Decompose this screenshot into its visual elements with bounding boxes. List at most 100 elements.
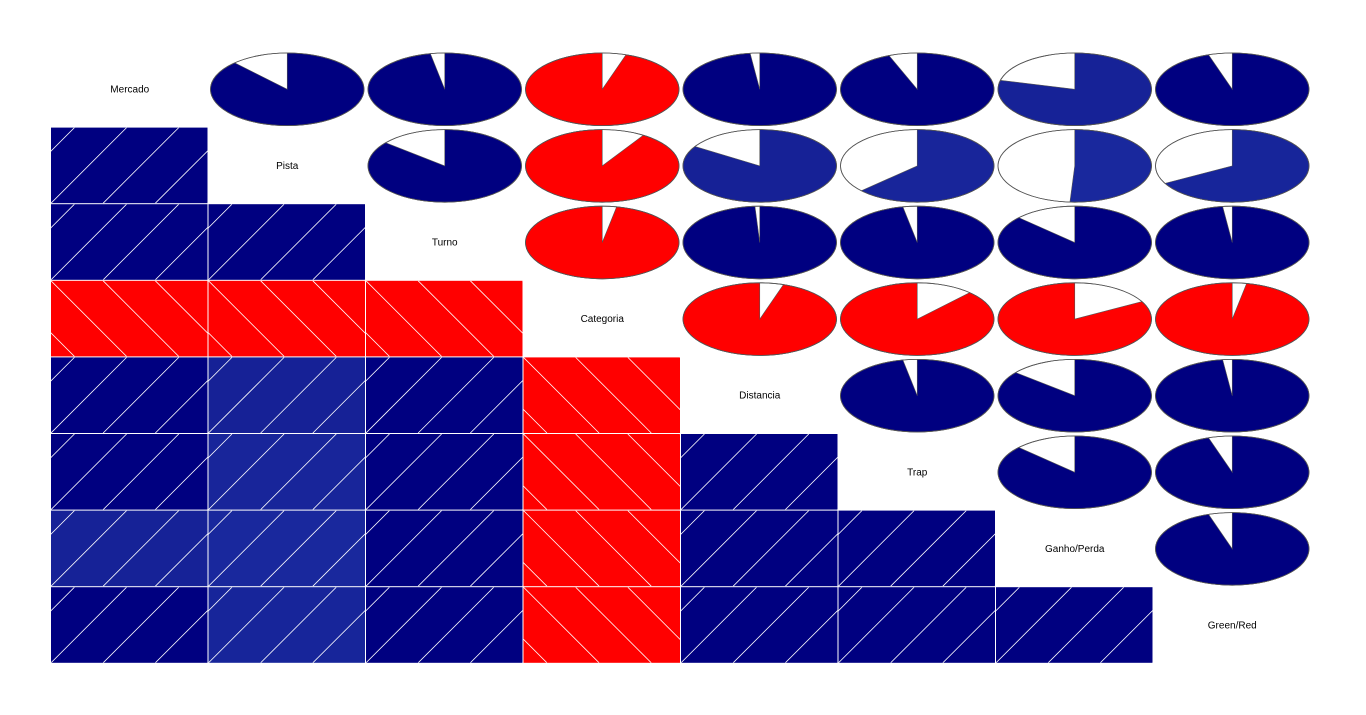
hatch-line	[681, 510, 705, 535]
pie-cell-1-2	[367, 129, 522, 203]
shade-cell-7-2	[366, 587, 523, 663]
hatch-line	[890, 587, 967, 663]
shade-cell-7-6	[996, 587, 1153, 663]
hatch-lines-4-0	[51, 357, 208, 433]
hatch-line	[417, 280, 495, 357]
pie-outline-2-4	[682, 205, 837, 280]
hatch-lines-4-1	[208, 357, 365, 433]
diagonal-label-5: Trap	[907, 467, 928, 478]
diagonal-variable-labels: Mercado Pista Turno Categoria Distancia Trap G…	[110, 84, 1256, 631]
hatch-line	[155, 227, 208, 280]
shade-rect-6-2	[366, 510, 523, 587]
hatch-line	[681, 510, 757, 587]
hatch-line	[51, 127, 127, 204]
hatch-lines-7-3	[523, 587, 680, 663]
hatch-line	[890, 510, 967, 587]
hatch-lines-6-3	[523, 510, 680, 587]
shade-rect-7-0	[51, 587, 208, 663]
hatch-line	[366, 332, 390, 357]
hatch-line	[996, 587, 1020, 612]
diagonal-label-0: Mercado	[110, 84, 149, 95]
pie-outline-3-6	[997, 282, 1152, 356]
hatch-line	[102, 587, 180, 663]
pie-cell-2-4	[682, 205, 837, 280]
hatch-line	[312, 456, 365, 510]
shade-cell-1-0	[51, 127, 208, 204]
hatch-line	[838, 510, 915, 587]
hatch-line	[208, 510, 285, 587]
pie-outline-3-4	[682, 282, 837, 356]
hatch-line	[155, 456, 208, 510]
shade-rect-3-1	[208, 280, 365, 357]
hatch-line	[208, 434, 233, 458]
pie-outline-1-6	[997, 129, 1152, 203]
hatch-lines-3-1	[208, 280, 365, 357]
shade-rect-7-2	[366, 587, 523, 663]
pie-outline-5-7	[1155, 435, 1310, 509]
shade-cell-4-3	[523, 357, 680, 433]
hatch-lines-5-2	[366, 434, 523, 510]
shade-cell-6-5	[838, 510, 995, 587]
hatch-line	[417, 587, 495, 663]
pie-cell-2-7	[1155, 205, 1310, 280]
hatch-line	[312, 380, 365, 433]
hatch-lines-6-5	[838, 510, 995, 587]
pie-cell-6-7	[1155, 512, 1310, 586]
hatch-line	[681, 587, 705, 612]
hatch-lines-4-2	[366, 357, 523, 433]
hatch-line	[785, 456, 838, 510]
pie-cell-0-4	[682, 52, 837, 127]
hatch-line	[51, 587, 127, 663]
hatch-line	[838, 510, 863, 535]
diagonal-label-4: Distancia	[739, 391, 781, 402]
diagonal-label-1: Pista	[276, 161, 299, 172]
hatch-line	[51, 510, 127, 587]
shade-rect-4-3	[523, 357, 680, 433]
pie-cell-1-4	[682, 129, 837, 203]
hatch-lines-6-2	[366, 510, 523, 587]
hatch-lines-7-4	[681, 587, 838, 663]
shade-cell-7-1	[208, 587, 365, 663]
hatch-lines-7-6	[996, 587, 1153, 663]
pie-outline-6-7	[1155, 512, 1310, 586]
shade-cell-3-1	[208, 280, 365, 357]
lower-shade-panels	[51, 127, 1153, 663]
hatch-line	[155, 380, 208, 433]
hatch-lines-4-3	[523, 357, 680, 433]
pie-slice-2-7	[1155, 205, 1310, 280]
pie-cell-1-7	[1155, 129, 1310, 203]
hatch-line	[417, 434, 495, 510]
pie-slice-1-3	[525, 129, 680, 203]
shade-cell-5-3	[523, 434, 680, 510]
pie-cell-4-7	[1155, 359, 1310, 433]
hatch-line	[732, 434, 810, 510]
shade-cell-7-3	[523, 587, 680, 663]
shade-rect-6-3	[523, 510, 680, 587]
pie-cell-3-4	[682, 282, 837, 356]
hatch-line	[51, 587, 75, 612]
hatch-line	[260, 510, 337, 587]
shade-cell-7-4	[681, 587, 838, 663]
hatch-line	[732, 510, 810, 587]
hatch-line	[470, 533, 523, 587]
hatch-line	[51, 280, 127, 357]
hatch-line	[102, 510, 180, 587]
pie-outline-1-2	[367, 129, 522, 203]
pie-slice-3-4	[682, 282, 837, 356]
shade-cell-5-0	[51, 434, 208, 510]
hatch-lines-7-2	[366, 587, 523, 663]
pie-slice-0-7	[1155, 52, 1310, 126]
hatch-line	[575, 357, 652, 433]
pie-slice-3-7	[1155, 282, 1310, 356]
hatch-line	[785, 533, 838, 587]
shade-rect-5-0	[51, 434, 208, 510]
hatch-line	[208, 434, 285, 510]
hatch-line	[366, 587, 442, 663]
pie-cell-3-6	[997, 282, 1152, 356]
hatch-line	[470, 456, 523, 510]
hatch-line	[102, 434, 180, 510]
hatch-line	[51, 204, 127, 280]
pie-outline-0-3	[525, 52, 680, 127]
pie-cell-4-6	[997, 359, 1152, 433]
diagonal-label-2: Turno	[432, 238, 458, 249]
